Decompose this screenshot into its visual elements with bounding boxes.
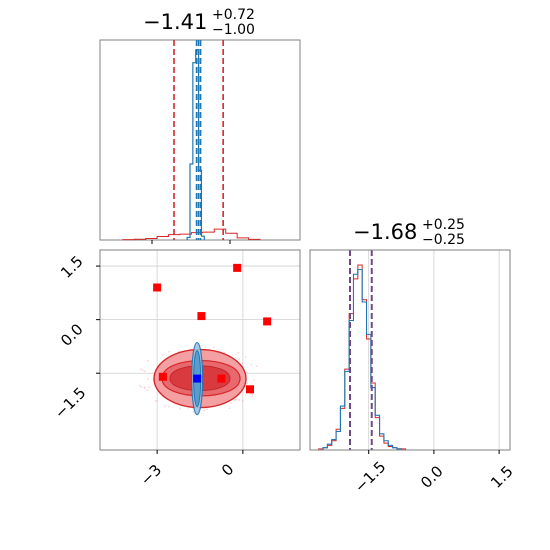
faint-sample-point (223, 351, 226, 354)
faint-sample-point (192, 410, 195, 413)
top-panel-title: −1.41 (143, 10, 208, 34)
faint-sample-point (238, 399, 240, 401)
faint-sample-point (140, 386, 143, 389)
faint-sample-point (138, 384, 141, 387)
faint-sample-point (139, 368, 142, 370)
right-red-hist-line (318, 264, 410, 450)
faint-sample-point (237, 351, 240, 354)
right-grid (368, 250, 500, 450)
red-square-marker (217, 374, 226, 383)
blue-square-marker (193, 374, 202, 383)
faint-sample-point (206, 408, 209, 411)
faint-sample-point (148, 386, 151, 389)
faint-sample-point (154, 400, 157, 402)
right-panel-title-lower-error: −0.25 (422, 232, 465, 248)
top-panel-title-upper-error: +0.72 (212, 7, 255, 23)
faint-sample-point (246, 371, 248, 374)
top-blue-histogram (186, 49, 205, 240)
faint-sample-point (241, 362, 244, 364)
faint-sample-point (200, 345, 203, 347)
faint-sample-point (146, 389, 149, 392)
top-blue-hist-line (186, 49, 205, 240)
scatter-panel-frame (99, 249, 301, 451)
right-panel-title: −1.68 (353, 220, 418, 244)
red-square-marker (197, 312, 206, 321)
faint-sample-point (255, 365, 258, 367)
faint-sample-point (144, 370, 146, 373)
red-square-marker (246, 385, 254, 394)
faint-sample-point (167, 405, 170, 408)
faint-sample-point (212, 346, 215, 348)
faint-sample-point (147, 378, 149, 380)
faint-sample-point (228, 407, 231, 410)
faint-sample-point (230, 402, 232, 404)
top-histogram-panel (99, 39, 301, 244)
top-red-histogram (122, 228, 261, 241)
faint-sample-point (141, 369, 144, 372)
scatter-panel (96, 249, 301, 454)
faint-sample-point (236, 398, 238, 401)
top-panel-title-lower-error: −1.00 (212, 22, 255, 38)
red-square-markers (153, 263, 272, 394)
red-square-marker (233, 263, 242, 272)
red-square-marker (153, 283, 162, 292)
blue-square-marker (193, 374, 202, 383)
right-red-histogram (318, 264, 410, 450)
right-histogram-panel (309, 249, 511, 454)
right-panel-frame (309, 249, 511, 451)
faint-sample-point (203, 409, 206, 412)
red-square-marker (263, 317, 272, 326)
top-red-hist-line (122, 228, 261, 241)
faint-sample-point (168, 350, 171, 353)
faint-sample-point (244, 356, 247, 358)
right-quantile-lines (349, 250, 373, 450)
right-tick-marks (368, 450, 500, 454)
faint-sample-point (238, 358, 240, 360)
faint-sample-point (251, 395, 254, 398)
faint-sample-point (252, 379, 255, 381)
faint-sample-point (178, 408, 181, 410)
right-blue-hist-line (318, 269, 410, 450)
top-quantile-lines (173, 40, 224, 240)
faint-sample-point (246, 382, 249, 385)
faint-sample-point (164, 405, 166, 408)
right-blue-histogram (318, 269, 410, 450)
faint-sample-point (147, 360, 150, 362)
faint-sample-point (234, 398, 237, 401)
red-square-marker (158, 372, 167, 381)
scatter-tick-marks (96, 265, 244, 454)
faint-sample-point (156, 400, 159, 403)
faint-sample-point (144, 387, 147, 390)
faint-sample-point (161, 354, 164, 357)
faint-sample-point (250, 363, 253, 366)
right-panel-title-upper-error: +0.25 (422, 217, 465, 233)
faint-sample-point (241, 399, 244, 402)
